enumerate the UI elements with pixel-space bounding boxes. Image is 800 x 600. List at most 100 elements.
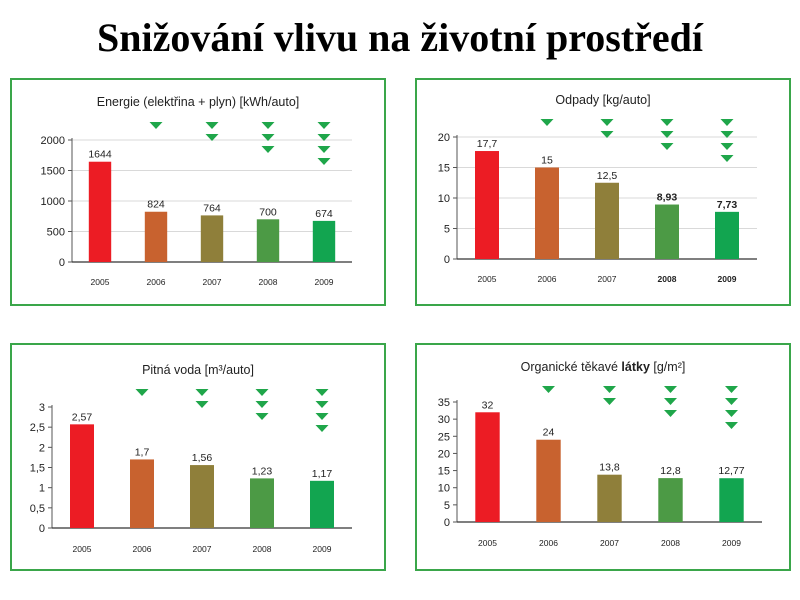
chart-title: Odpady [kg/auto] [555,93,650,107]
bar-2005 [70,424,94,528]
data-label: 12,5 [597,170,618,182]
bar-2008 [658,478,683,522]
bar-2008 [256,219,280,262]
decrease-arrow-icon [205,134,219,141]
data-label: 17,7 [477,138,498,150]
data-label: 13,8 [599,462,620,474]
y-tick-label: 25 [438,431,450,443]
y-tick-label: 500 [47,227,65,239]
decrease-arrow-icon [600,119,614,126]
y-tick-label: 1500 [41,166,65,178]
data-label: 1644 [88,149,112,161]
x-tick-label: 2007 [600,538,619,548]
chart-energie: Energie (elektřina + plyn) [kWh/auto] 0 50… [41,95,352,287]
y-tick-label: 1 [39,483,45,495]
y-tick-label: 2,5 [30,422,45,434]
y-tick-label: 10 [438,193,450,205]
decrease-arrow-icon [317,122,331,129]
x-tick-label: 2005 [478,538,497,548]
y-tick-label: 0 [59,257,65,269]
y-tick-label: 0 [444,254,450,266]
decrease-arrow-icon [725,398,738,405]
data-label: 1,23 [252,465,273,477]
decrease-arrow-icon [315,413,329,420]
decrease-arrow-icon [664,386,677,393]
decrease-arrow-icon [315,425,329,432]
x-tick-label: 2008 [253,544,272,554]
decrease-arrow-icon [660,143,674,150]
bar-2006 [130,459,154,528]
y-tick-label: 2 [39,442,45,454]
x-tick-label: 2007 [193,544,212,554]
x-tick-label: 2005 [73,544,92,554]
chart-title: Energie (elektřina + plyn) [kWh/auto] [97,95,300,109]
chart-panel-organicke-latky: Organické těkavé látky [g/m²] 0 5 10 15 20 25 3… [415,343,791,571]
chart-panel-energie: Energie (elektřina + plyn) [kWh/auto] 0 50… [10,78,386,306]
y-tick-label: 1,5 [30,463,45,475]
bar-2005 [475,412,500,522]
y-tick-label: 5 [444,500,450,512]
x-tick-label: 2007 [203,277,222,287]
bar-2006 [144,211,168,262]
x-tick-label: 2006 [133,544,152,554]
data-label: 1,7 [135,446,150,458]
x-tick-label: 2008 [259,277,278,287]
bar-2009 [310,480,334,528]
y-tick-label: 1000 [41,196,65,208]
decrease-arrow-icon [315,389,329,396]
data-label: 1,17 [312,468,333,480]
x-tick-label: 2009 [722,538,741,548]
bar-2006 [536,439,561,522]
y-tick-label: 15 [438,163,450,175]
decrease-arrow-icon [664,410,677,417]
data-label: 2,57 [72,411,93,423]
data-label: 824 [147,199,165,211]
data-label: 12,77 [718,465,744,477]
chart-pitna-voda: Pitná voda [m³/auto] 0 0,5 1 1,5 2 2,5 3 2,57 200… [30,363,352,554]
y-tick-label: 5 [444,224,450,236]
decrease-arrow-icon [195,401,209,408]
y-tick-label: 35 [438,397,450,409]
x-tick-label: 2006 [147,277,166,287]
decrease-arrow-icon [255,401,269,408]
y-tick-label: 20 [438,132,450,144]
bar-2008 [655,204,679,259]
x-tick-label: 2006 [539,538,558,548]
decrease-arrow-icon [542,386,555,393]
data-label: 1,56 [192,452,213,464]
bar-2005 [88,161,112,262]
data-label: 24 [543,427,555,439]
decrease-arrow-icon [317,134,331,141]
decrease-arrow-icon [725,386,738,393]
data-label: 764 [203,202,221,214]
x-tick-label: 2009 [313,544,332,554]
decrease-arrow-icon [720,119,734,126]
bar-2007 [597,474,622,522]
bar-2009 [312,220,336,262]
y-tick-label: 2000 [41,135,65,147]
page-title: Snižování vlivu na životní prostředí [96,15,703,60]
x-tick-label: 2006 [538,274,557,284]
decrease-arrow-icon [149,122,163,129]
decrease-arrow-icon [725,422,738,429]
decrease-arrow-icon [720,155,734,162]
decrease-arrow-icon [261,146,275,153]
data-label: 15 [541,155,553,167]
decrease-arrow-icon [317,146,331,153]
bar-2007 [190,465,214,528]
decrease-arrow-icon [720,143,734,150]
data-label: 674 [315,208,333,220]
chart-odpady: Odpady [kg/auto] 0 5 10 15 20 17,7 2005 15 2006 12… [438,93,757,284]
decrease-arrow-icon [195,389,209,396]
decrease-arrow-icon [603,398,616,405]
x-tick-label: 2009 [718,274,737,284]
decrease-arrow-icon [255,413,269,420]
y-tick-label: 30 [438,414,450,426]
data-label: 700 [259,206,277,218]
y-tick-label: 3 [39,402,45,414]
decrease-arrow-icon [261,122,275,129]
x-tick-label: 2005 [91,277,110,287]
data-label: 7,73 [717,199,738,211]
decrease-arrow-icon [603,386,616,393]
decrease-arrow-icon [725,410,738,417]
